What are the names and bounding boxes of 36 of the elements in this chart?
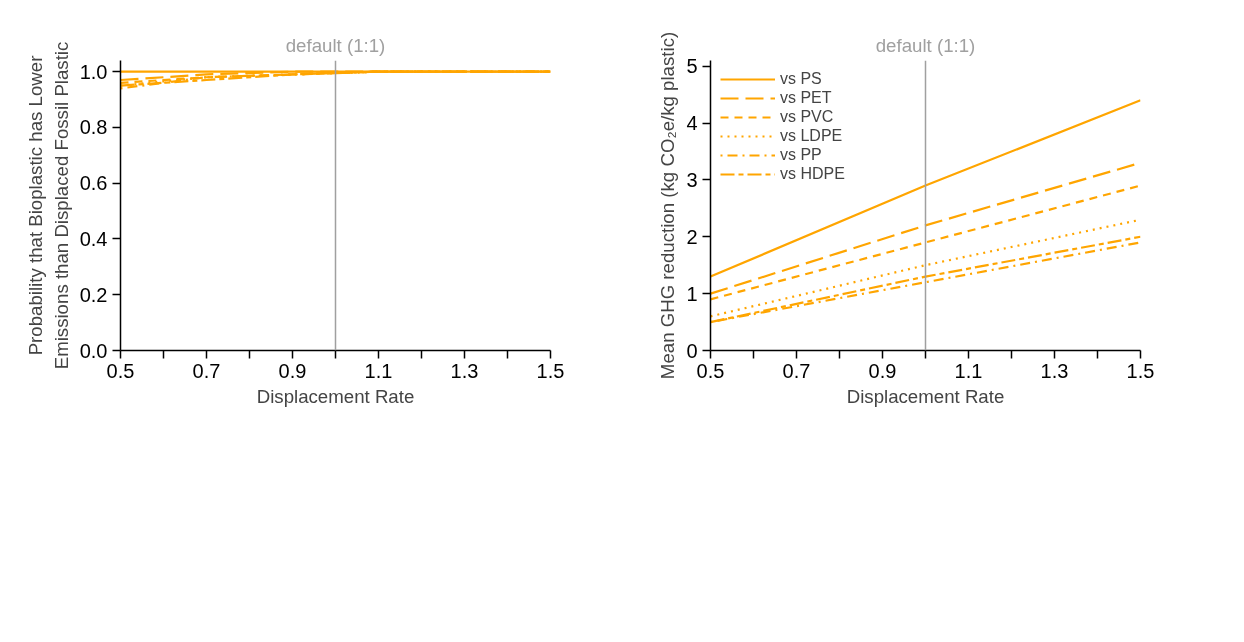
x-tick-label: 0.5 xyxy=(106,359,135,382)
y-tick-label: 0.8 xyxy=(79,116,108,139)
x-tick-label: 0.9 xyxy=(278,359,307,382)
x-axis-title: Displacement Rate xyxy=(846,385,1005,407)
y-tick-label: 3 xyxy=(686,168,698,191)
x-tick-label: 1.3 xyxy=(450,359,479,382)
x-tick-label: 1.5 xyxy=(536,359,565,382)
y-tick-label: 0.6 xyxy=(79,172,108,195)
x-tick-label: 1.1 xyxy=(954,359,983,382)
y-tick-label: 0.4 xyxy=(79,227,108,250)
legend-label: vs PS xyxy=(780,70,822,88)
legend-label: vs PVC xyxy=(780,108,834,126)
y-tick-label: 5 xyxy=(686,55,698,78)
legend-label: vs HDPE xyxy=(780,165,845,183)
y-tick-label: 0 xyxy=(686,339,698,362)
y-axis-title: Mean GHG reduction (kg CO₂e/kg plastic) xyxy=(657,31,679,380)
legend-label: vs PET xyxy=(780,89,832,107)
x-tick-label: 1.3 xyxy=(1040,359,1069,382)
x-tick-label: 0.7 xyxy=(192,359,221,382)
x-tick-label: 0.9 xyxy=(868,359,897,382)
y-tick-label: 0.0 xyxy=(79,339,108,362)
y-tick-label: 2 xyxy=(686,225,698,248)
x-axis-title: Displacement Rate xyxy=(256,385,415,407)
x-tick-label: 0.5 xyxy=(696,359,725,382)
y-tick-label: 0.2 xyxy=(79,283,108,306)
ref-line-label: default (1:1) xyxy=(285,34,386,56)
y-tick-label: 1 xyxy=(686,282,698,305)
y-tick-label: 4 xyxy=(686,112,698,135)
legend-label: vs PP xyxy=(780,146,822,164)
x-tick-label: 1.1 xyxy=(364,359,393,382)
y-axis-title: Probability that Bioplastic has Lower Emissions than Displaced Fossil Plastic xyxy=(25,41,72,370)
legend-label: vs LDPE xyxy=(780,127,843,145)
x-tick-label: 0.7 xyxy=(782,359,811,382)
ref-line-label: default (1:1) xyxy=(875,34,976,56)
y-tick-label: 1.0 xyxy=(79,60,108,83)
x-tick-label: 1.5 xyxy=(1126,359,1155,382)
